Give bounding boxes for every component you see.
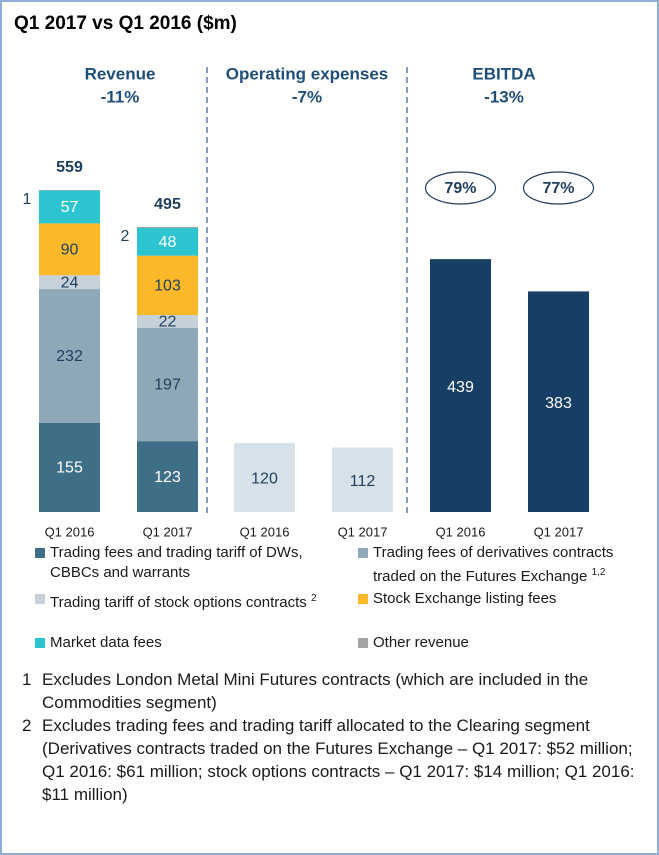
bar-segment xyxy=(39,223,100,276)
value-label: 24 xyxy=(61,274,79,291)
bar-segment xyxy=(137,226,198,229)
margin-badge xyxy=(522,171,595,205)
panel-subtitle: -7% xyxy=(292,87,322,106)
legend-note: 1,2 xyxy=(591,567,606,578)
value-label: 155 xyxy=(56,460,83,477)
footnote-text: Excludes trading fees and trading tariff… xyxy=(42,716,635,804)
bar-segment xyxy=(137,327,198,442)
legend-swatch xyxy=(358,548,368,558)
footnote-marker: 2 xyxy=(22,716,32,735)
x-tick-label: Q1 2017 xyxy=(534,524,584,539)
legend-swatch xyxy=(35,594,45,604)
x-tick-label: Q1 2017 xyxy=(338,524,388,539)
bar-segment xyxy=(39,422,100,512)
bar-segment xyxy=(137,255,198,316)
bar-segment xyxy=(39,289,100,423)
legend-label: Stock Exchange listing fees xyxy=(373,590,557,607)
bar xyxy=(332,447,393,512)
legend-label: Trading fees and trading tariff of DWs, … xyxy=(50,544,303,581)
bar-segment xyxy=(39,275,100,290)
bar-segment xyxy=(137,315,198,328)
value-label: 123 xyxy=(154,469,181,486)
panel-title: EBITDA xyxy=(472,64,535,83)
panel-subtitle: -13% xyxy=(484,87,524,106)
bar xyxy=(430,259,491,512)
legend-label: Trading tariff of stock options contract… xyxy=(50,594,307,611)
bar xyxy=(234,442,295,512)
footnote-text: Excludes London Metal Mini Futures contr… xyxy=(42,670,589,712)
x-tick-label: Q1 2016 xyxy=(45,524,95,539)
bar-segment xyxy=(137,228,198,256)
value-label: 90 xyxy=(61,242,79,259)
legend-text-wrap: Trading fees and trading tariff of DWs, … xyxy=(50,543,320,583)
x-tick-label: Q1 2016 xyxy=(240,524,290,539)
value-label: 232 xyxy=(56,348,83,365)
legend-swatch xyxy=(358,594,368,604)
total-label: 559 xyxy=(56,159,83,176)
legend-note: 2 xyxy=(310,593,317,604)
margin-badge xyxy=(424,171,497,205)
total-label: 495 xyxy=(154,196,181,213)
legend-text-wrap: Trading fees of derivatives contracts tr… xyxy=(373,543,643,587)
panel-title: Revenue xyxy=(85,64,156,83)
value-label: 197 xyxy=(154,377,181,394)
bar-note: 2 xyxy=(121,228,130,245)
legend-label: Market data fees xyxy=(50,634,162,651)
legend-text-wrap: Stock Exchange listing fees xyxy=(373,589,643,609)
x-tick-label: Q1 2017 xyxy=(143,524,193,539)
legend-text-wrap: Other revenue xyxy=(373,633,643,653)
value-label: 439 xyxy=(447,379,474,396)
bar-segment xyxy=(39,190,100,191)
x-tick-label: Q1 2016 xyxy=(436,524,486,539)
chart-title: Q1 2017 vs Q1 2016 ($m) xyxy=(14,13,237,34)
legend-swatch xyxy=(35,638,45,648)
value-label: 48 xyxy=(159,234,177,251)
value-label: 57 xyxy=(61,199,79,216)
value-label: 22 xyxy=(159,314,177,331)
value-label: 112 xyxy=(350,473,376,490)
value-label: 383 xyxy=(545,395,572,412)
bar-note: 1 xyxy=(23,191,32,208)
footnote-marker: 1 xyxy=(22,670,32,689)
legend-text-wrap: Market data fees xyxy=(50,633,320,653)
value-label: 120 xyxy=(251,471,278,488)
margin-label: 77% xyxy=(542,180,574,197)
margin-label: 79% xyxy=(444,180,476,197)
panel-title: Operating expenses xyxy=(226,64,389,83)
panel-subtitle: -11% xyxy=(101,87,140,106)
bar-segment xyxy=(137,441,198,512)
legend-text-wrap: Trading tariff of stock options contract… xyxy=(50,589,320,613)
bar xyxy=(528,291,589,512)
legend-swatch xyxy=(358,638,368,648)
legend-swatch xyxy=(35,548,45,558)
legend-label: Other revenue xyxy=(373,634,469,651)
value-label: 103 xyxy=(154,278,181,295)
legend-label: Trading fees of derivatives contracts tr… xyxy=(373,544,614,585)
bar-segment xyxy=(39,190,100,224)
